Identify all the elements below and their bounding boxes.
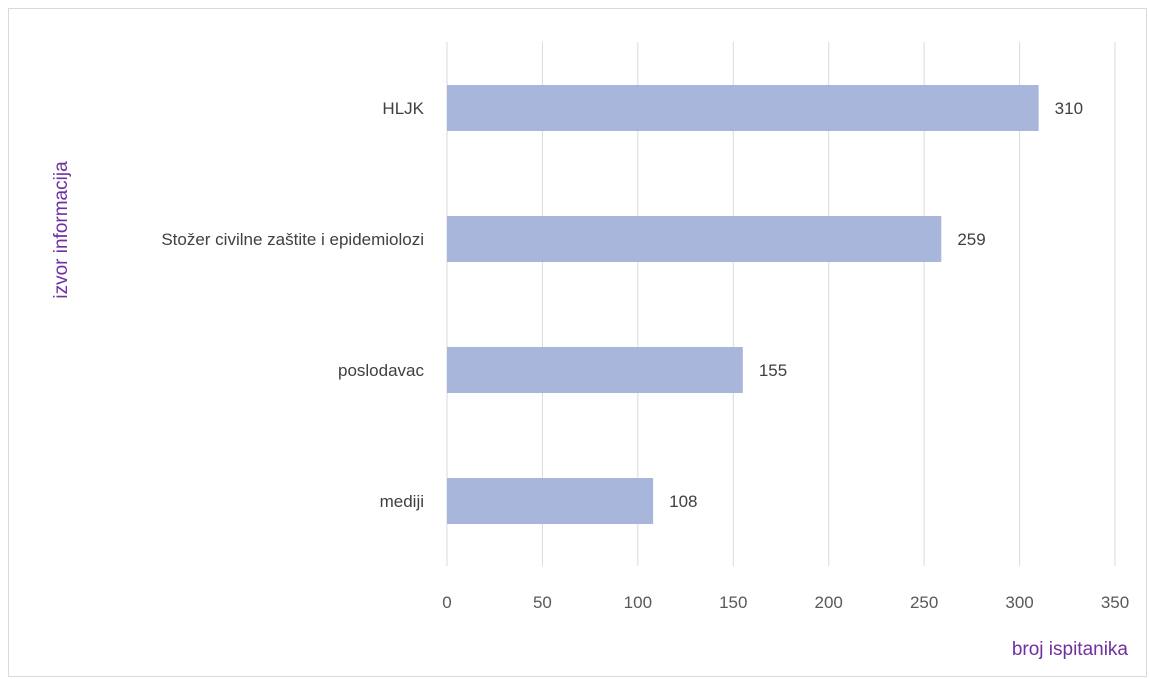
data-label: 310 <box>1055 99 1083 118</box>
category-label: Stožer civilne zaštite i epidemiolozi <box>161 230 424 249</box>
bar <box>447 85 1039 131</box>
bar <box>447 478 654 524</box>
bar <box>447 216 942 262</box>
x-tick-label: 250 <box>910 593 938 612</box>
bar <box>447 347 743 393</box>
x-tick-label: 300 <box>1005 593 1033 612</box>
data-label: 155 <box>759 361 787 380</box>
y-axis-title: izvor informacija <box>51 161 72 299</box>
category-label: poslodavac <box>338 361 425 380</box>
x-tick-label: 200 <box>815 593 843 612</box>
x-tick-label: 150 <box>719 593 747 612</box>
bars <box>447 85 1039 524</box>
category-label: HLJK <box>382 99 424 118</box>
x-tick-label: 100 <box>624 593 652 612</box>
category-label: mediji <box>380 492 424 511</box>
data-label: 108 <box>669 492 697 511</box>
labels: 0 50 100 150 200 250 300 350 HLJK 310 Stožer civil… <box>161 99 1129 612</box>
x-tick-label: 350 <box>1101 593 1129 612</box>
x-axis-title: broj ispitanika <box>1012 639 1129 660</box>
x-tick-label: 50 <box>533 593 552 612</box>
x-tick-label: 0 <box>442 593 451 612</box>
data-label: 259 <box>957 230 985 249</box>
